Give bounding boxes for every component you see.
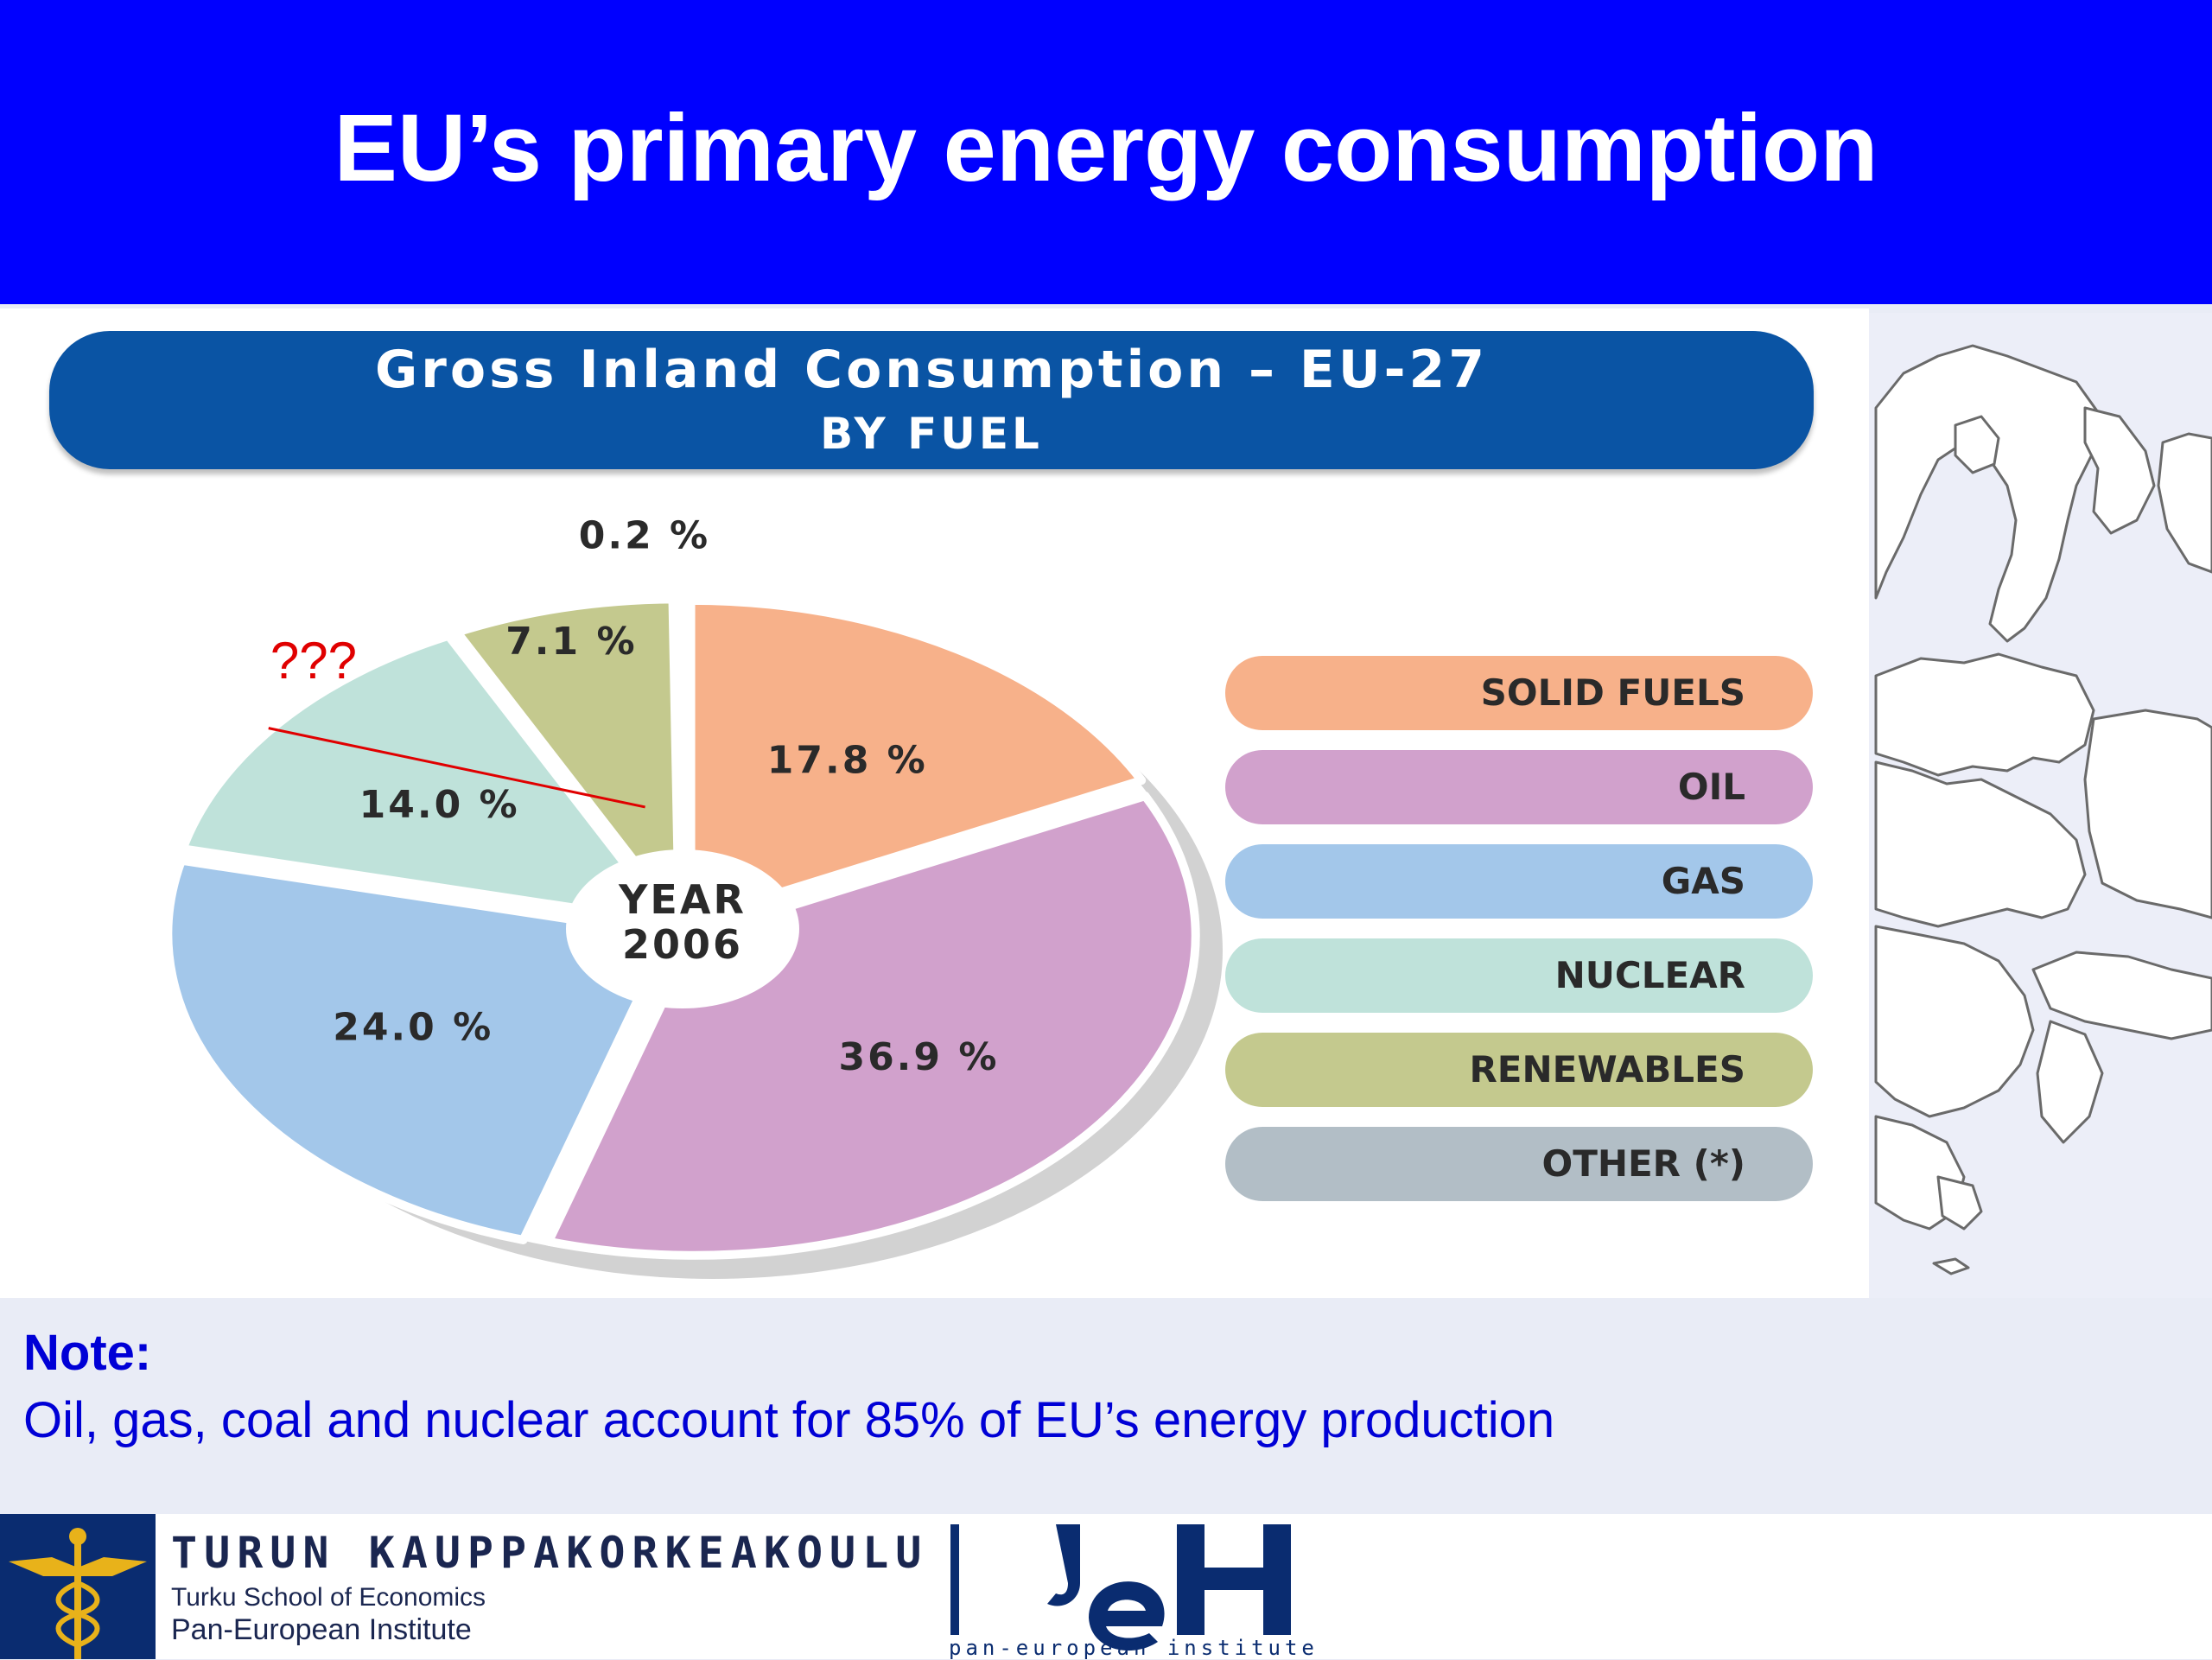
map-panel <box>1869 313 2212 1298</box>
annotation-question-marks: ??? <box>270 632 357 690</box>
pie-center-label-0: YEAR <box>618 876 747 923</box>
legend-item-gas: GAS <box>1225 844 1813 919</box>
pie-value-label-solid-fuels: 17.8 % <box>767 739 928 783</box>
tse-logo-english: Turku School of Economics <box>171 1583 486 1612</box>
pie-center-hole <box>566 849 799 1008</box>
slide-title: EU’s primary energy consumption <box>334 95 1878 201</box>
legend-item-solid-fuels: SOLID FUELS <box>1225 656 1813 730</box>
pie-value-label-gas: 24.0 % <box>333 1005 493 1049</box>
chart-header <box>49 331 1814 469</box>
annotation-line <box>268 727 645 809</box>
legend-item-renewables: RENEWABLES <box>1225 1033 1813 1107</box>
title-bar <box>0 0 2212 304</box>
europe-map-icon <box>1874 344 2212 1275</box>
footer <box>0 1514 2212 1659</box>
legend-item-other: OTHER (*) <box>1225 1127 1813 1201</box>
chart-title: Gross Inland Consumption – EU-27 <box>375 340 1488 400</box>
pie-value-label-other: 0.2 % <box>579 514 710 558</box>
pie-slice-renewables <box>452 595 683 924</box>
chart-subtitle: BY FUEL <box>820 409 1043 459</box>
note-heading: Note: <box>23 1325 152 1381</box>
pie-center-label-1: 2006 <box>622 921 743 968</box>
legend-item-nuclear: NUCLEAR <box>1225 938 1813 1013</box>
pie-slice-other <box>671 594 687 923</box>
caduceus-logo-icon <box>0 1514 156 1659</box>
pie-slice-oil <box>543 792 1200 1260</box>
pie-value-label-oil: 36.9 % <box>838 1035 999 1079</box>
legend-item-oil: OIL <box>1225 750 1813 824</box>
tse-logo-institute: Pan-European Institute <box>171 1613 472 1646</box>
tse-logo-name: TURUN KAUPPAKORKEAKOULU <box>171 1528 929 1578</box>
pie-value-label-renewables: 7.1 % <box>505 620 637 664</box>
pei-logo-icon <box>950 1524 1291 1651</box>
pie-slice-solid-fuels <box>686 595 1147 925</box>
note-text: Oil, gas, coal and nuclear account for 8… <box>23 1392 1555 1448</box>
pie-value-label-nuclear: 14.0 % <box>359 783 520 827</box>
footer-logos <box>0 1514 1291 1659</box>
pie-slice-gas <box>163 855 674 1244</box>
pei-logo-caption: pan-european institute <box>949 1636 1319 1660</box>
pie-slice-nuclear <box>178 631 675 927</box>
